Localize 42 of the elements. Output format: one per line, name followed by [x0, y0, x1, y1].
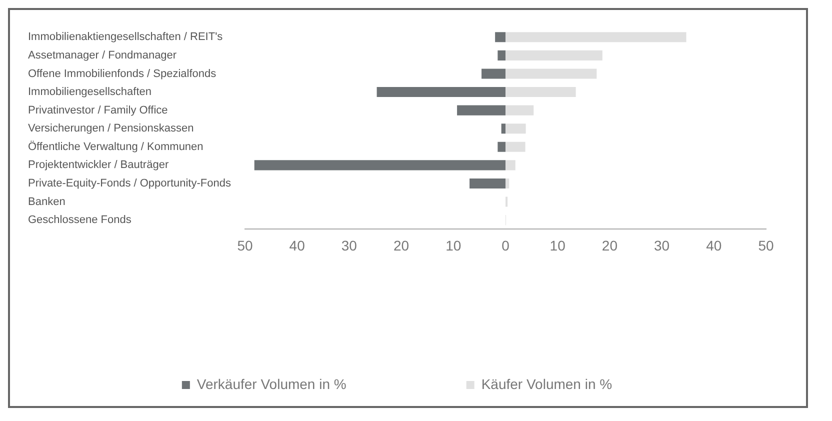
x-tick-label: 10 — [550, 237, 566, 254]
x-tick-label: 50 — [758, 237, 774, 254]
bar — [505, 124, 526, 134]
bar — [505, 32, 686, 42]
x-tick-label: 20 — [602, 237, 618, 254]
bar — [495, 32, 506, 42]
x-tick-label: 10 — [446, 237, 462, 254]
y-tick-label: Immobilienaktiengesellschaften / REIT's — [28, 31, 224, 44]
bar — [501, 124, 506, 134]
x-tick-label: 0 — [502, 237, 510, 254]
bar — [470, 178, 506, 189]
bar — [505, 178, 510, 189]
legend-label: Käufer Volumen in % — [481, 376, 612, 392]
bar — [505, 86, 576, 98]
bar — [505, 105, 534, 116]
bar — [482, 68, 506, 79]
bar — [254, 160, 506, 170]
y-tick-label: Projektentwickler / Bauträger — [28, 159, 169, 172]
x-tick-label: 40 — [289, 237, 306, 254]
x-tick-label: 50 — [237, 237, 253, 254]
y-tick-label: Assetmanager / Fondmanager — [28, 49, 177, 62]
x-tick-label: 20 — [393, 237, 410, 254]
legend-label: Verkäufer Volumen in % — [196, 376, 346, 392]
y-tick-label: Banken — [28, 196, 66, 208]
bar — [505, 68, 597, 79]
y-tick-label: Privatinvestor / Family Office — [28, 104, 168, 116]
bar — [457, 105, 506, 116]
bar — [505, 50, 602, 60]
y-tick-label: Geschlossene Fonds — [28, 214, 132, 226]
x-tick-label: 30 — [341, 237, 358, 254]
y-tick-label: Öffentliche Verwaltung / Kommunen — [28, 140, 204, 153]
y-tick-label: Immobiliengesellschaften — [28, 86, 152, 98]
y-tick-label: Versicherungen / Pensionskassen — [28, 122, 194, 135]
bar — [498, 142, 506, 152]
y-tick-label: Offene Immobilienfonds / Spezialfonds — [28, 68, 217, 80]
bar — [498, 50, 506, 60]
bar — [505, 142, 526, 152]
bar — [376, 86, 506, 98]
y-tick-label: Private-Equity-Fonds / Opportunity-Fonds — [28, 178, 232, 190]
x-tick-label: 40 — [706, 237, 722, 254]
bar — [505, 160, 516, 170]
x-tick-label: 30 — [654, 237, 670, 254]
